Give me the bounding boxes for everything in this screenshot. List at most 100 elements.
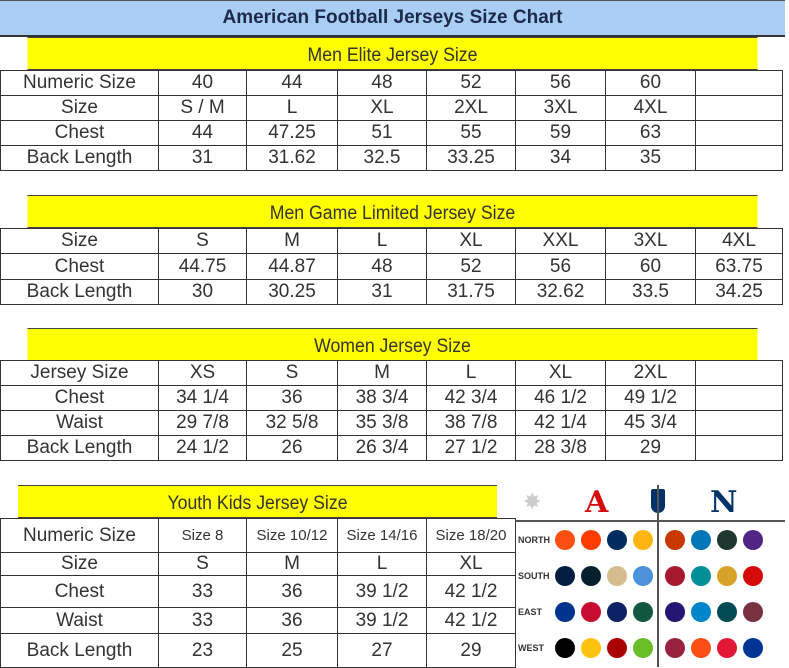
table-row: Size S / M L XL 2XL 3XL 4XL xyxy=(0,95,783,121)
team-logo-icon xyxy=(665,530,685,550)
team-logo-icon xyxy=(717,530,737,550)
team-logo-icon xyxy=(691,566,711,586)
team-logo-icon xyxy=(665,602,685,622)
table-cell: Size 14/16 xyxy=(337,518,427,553)
team-logo-icon xyxy=(691,602,711,622)
table-cell: 33 xyxy=(158,607,247,634)
row-label: Back Length xyxy=(0,145,159,171)
division-label: EAST xyxy=(518,607,543,617)
table-cell: 63.75 xyxy=(695,253,783,280)
team-logo-icon xyxy=(665,566,685,586)
team-logo-icon xyxy=(607,566,627,586)
team-logo-icon xyxy=(555,638,575,658)
table-cell: XL xyxy=(426,228,516,254)
team-logo-icon xyxy=(581,602,601,622)
table-cell: S xyxy=(246,360,338,386)
team-logo-icon xyxy=(555,566,575,586)
table-cell: 34 1/4 xyxy=(158,385,247,411)
team-logo-icon xyxy=(743,638,763,658)
men-elite-heading: Men Elite Jersey Size xyxy=(27,37,758,70)
table-cell: 26 3/4 xyxy=(337,435,427,461)
table-cell xyxy=(695,95,783,121)
team-logo-icon xyxy=(555,602,575,622)
table-cell: S xyxy=(158,228,247,254)
table-cell: 39 1/2 xyxy=(337,575,427,608)
table-cell: 28 3/8 xyxy=(515,435,606,461)
table-row: Back Length 30 30.25 31 31.75 32.62 33.5 34.25 xyxy=(0,279,783,305)
team-logo-icon xyxy=(743,530,763,550)
row-label: Back Length xyxy=(0,633,159,668)
table-cell: 30.25 xyxy=(246,279,338,305)
table-cell xyxy=(695,120,783,146)
division-label: WEST xyxy=(518,643,544,653)
divider xyxy=(515,520,785,522)
table-cell: 52 xyxy=(426,70,516,96)
table-cell: 33 xyxy=(158,575,247,608)
table-row: Waist 33 36 39 1/2 42 1/2 xyxy=(0,607,516,634)
table-cell: 26 xyxy=(246,435,338,461)
row-label: Chest xyxy=(0,385,159,411)
men-elite-table: Numeric Size 40 44 48 52 56 60 Size S / M L XL 2XL 3… xyxy=(0,70,783,171)
table-cell xyxy=(695,410,783,436)
nfl-team-logos: ✸ A N NORTH SOUTH EAST WEST xyxy=(515,485,789,667)
table-cell: 44.87 xyxy=(246,253,338,280)
table-cell: 38 3/4 xyxy=(337,385,427,411)
team-logo-icon xyxy=(717,566,737,586)
table-cell: 56 xyxy=(515,70,606,96)
team-logo-icon xyxy=(691,530,711,550)
table-row: Chest 34 1/4 36 38 3/4 42 3/4 46 1/2 49 1/2 xyxy=(0,385,783,411)
table-cell: 23 xyxy=(158,633,247,668)
row-label: Chest xyxy=(0,120,159,146)
row-label: Chest xyxy=(0,253,159,280)
table-cell: 51 xyxy=(337,120,427,146)
table-cell: 4XL xyxy=(695,228,783,254)
table-cell: M xyxy=(246,228,338,254)
row-label: Numeric Size xyxy=(0,518,159,553)
table-row: Back Length 24 1/2 26 26 3/4 27 1/2 28 3/8 29 xyxy=(0,435,783,461)
table-row: Size S M L XL xyxy=(0,552,516,576)
table-cell: 42 1/2 xyxy=(426,607,516,634)
table-cell: 59 xyxy=(515,120,606,146)
youth-table: Numeric Size Size 8 Size 10/12 Size 14/16 Si… xyxy=(0,518,516,668)
table-cell: 60 xyxy=(605,253,696,280)
team-logo-icon xyxy=(633,530,653,550)
team-logo-icon xyxy=(607,638,627,658)
table-cell: 3XL xyxy=(605,228,696,254)
table-cell: S xyxy=(158,552,247,576)
table-cell: 29 xyxy=(605,435,696,461)
table-cell: 29 7/8 xyxy=(158,410,247,436)
table-cell: S / M xyxy=(158,95,247,121)
table-cell: 44.75 xyxy=(158,253,247,280)
table-cell: 48 xyxy=(337,253,427,280)
table-cell: 49 1/2 xyxy=(605,385,696,411)
table-cell: 44 xyxy=(246,70,338,96)
team-logo-icon xyxy=(717,602,737,622)
table-cell: 38 7/8 xyxy=(426,410,516,436)
table-cell: 34 xyxy=(515,145,606,171)
row-label: Jersey Size xyxy=(0,360,159,386)
table-cell: Size 10/12 xyxy=(246,518,338,553)
table-cell: 48 xyxy=(337,70,427,96)
team-logo-icon xyxy=(743,566,763,586)
team-logo-icon xyxy=(633,602,653,622)
table-cell: 33.5 xyxy=(605,279,696,305)
table-row: Numeric Size 40 44 48 52 56 60 xyxy=(0,70,783,96)
table-cell: 42 1/4 xyxy=(515,410,606,436)
team-logo-icon xyxy=(691,638,711,658)
table-cell: XL xyxy=(515,360,606,386)
table-cell: Size 8 xyxy=(158,518,247,553)
row-label: Numeric Size xyxy=(0,70,159,96)
table-cell: 40 xyxy=(158,70,247,96)
table-cell: 63 xyxy=(605,120,696,146)
table-cell xyxy=(695,70,783,96)
row-label: Back Length xyxy=(0,435,159,461)
division-label: NORTH xyxy=(518,535,550,545)
table-cell: L xyxy=(337,552,427,576)
nfc-logo: N xyxy=(710,485,738,520)
men-game-table: Size S M L XL XXL 3XL 4XL Chest 44.75 44.87 48 52 56 6… xyxy=(0,228,783,305)
table-cell xyxy=(695,360,783,386)
star-icon: ✸ xyxy=(523,489,542,514)
table-cell: M xyxy=(337,360,427,386)
table-cell: 47.25 xyxy=(246,120,338,146)
team-logo-icon xyxy=(743,602,763,622)
